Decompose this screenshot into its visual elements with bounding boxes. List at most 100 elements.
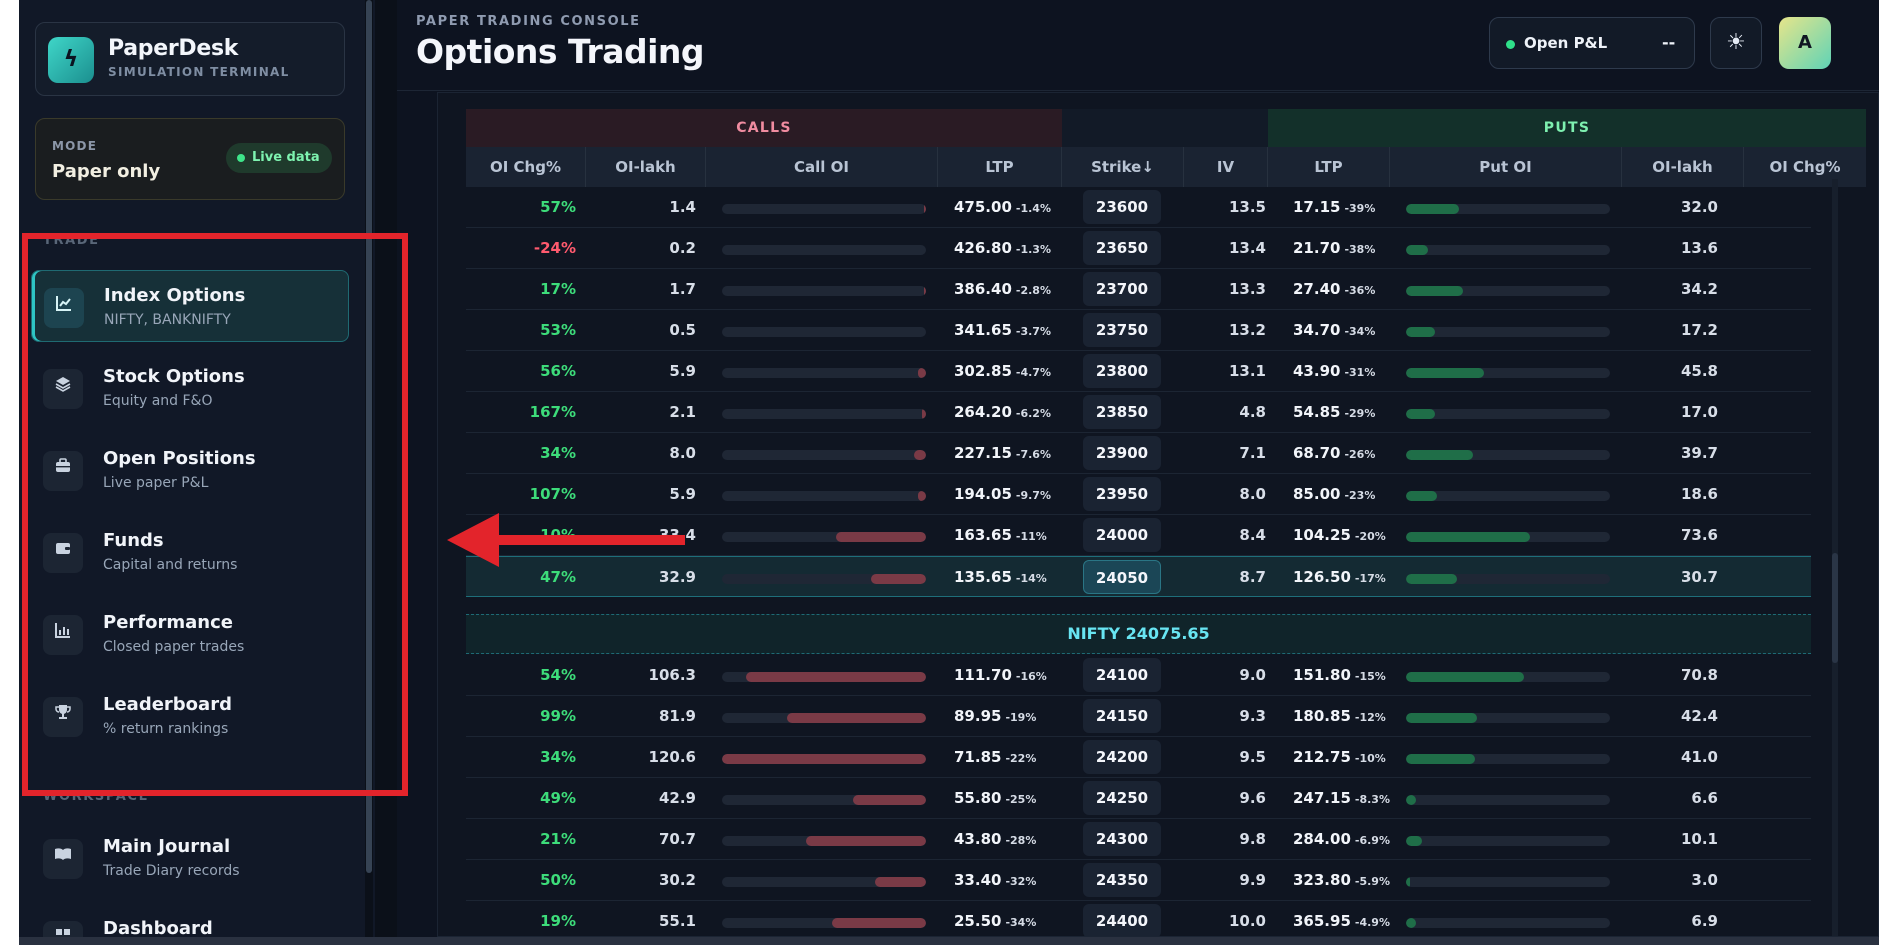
call-ltp[interactable]: 475.00 -1.4% [954,187,1064,229]
theme-toggle-button[interactable]: ☀ [1710,17,1762,69]
table-row[interactable]: 107% 5.9 194.05 -9.7% 23950 8.0 85.00 -23%… [466,474,1811,515]
strike-price[interactable]: 24200 [1083,740,1161,774]
chain-scrollbar-thumb[interactable] [1832,553,1838,663]
sidebar-scrollbar-thumb[interactable] [366,0,372,873]
sidebar-item-index-options[interactable]: Index Options NIFTY, BANKNIFTY [31,270,349,342]
call-oi-lakh: 81.9 [658,707,696,725]
strike-price[interactable]: 24000 [1083,518,1161,552]
table-row[interactable]: -24% 0.2 426.80 -1.3% 23650 13.4 21.70 -38… [466,228,1811,269]
sidebar-item-open-positions[interactable]: Open Positions Live paper P&L [31,434,349,506]
layers-icon [43,369,83,409]
strike-price[interactable]: 24300 [1083,822,1161,856]
table-row[interactable]: 56% 5.9 302.85 -4.7% 23800 13.1 43.90 -31%… [466,351,1811,392]
strike-price[interactable]: 24150 [1083,699,1161,733]
table-row[interactable]: 50% 30.2 33.40 -32% 24350 9.9 323.80 -5.9%… [466,860,1811,901]
put-oi-bar [1406,368,1610,378]
strike-price[interactable]: 23600 [1083,190,1161,224]
sidebar-item-leaderboard[interactable]: Leaderboard % return rankings [31,680,349,752]
strike-price[interactable]: 24100 [1083,658,1161,692]
col-header-put-oi[interactable]: Put OI [1390,147,1622,187]
call-ltp[interactable]: 426.80 -1.3% [954,228,1064,270]
put-ltp[interactable]: 43.90 -31% [1293,351,1403,393]
col-header-put-oi-chg[interactable]: OI Chg% [1744,147,1866,187]
sidebar-item-stock-options[interactable]: Stock Options Equity and F&O [31,352,349,424]
put-ltp[interactable]: 85.00 -23% [1293,474,1403,516]
call-ltp[interactable]: 227.15 -7.6% [954,433,1064,475]
brand-card[interactable]: ϟ PaperDesk SIMULATION TERMINAL [35,22,345,96]
table-row[interactable]: 53% 0.5 341.65 -3.7% 23750 13.2 34.70 -34%… [466,310,1811,351]
put-ltp[interactable]: 21.70 -38% [1293,228,1403,270]
put-ltp[interactable]: 34.70 -34% [1293,310,1403,352]
strike-price[interactable]: 24250 [1083,781,1161,815]
call-ltp[interactable]: 89.95 -19% [954,696,1064,738]
table-row[interactable]: 19% 55.1 25.50 -34% 24400 10.0 365.95 -4.9… [466,901,1811,936]
sidebar-item-main-journal[interactable]: Main Journal Trade Diary records [31,822,349,894]
call-ltp[interactable]: 55.80 -25% [954,778,1064,820]
put-ltp[interactable]: 284.00 -6.9% [1293,819,1403,861]
table-row[interactable]: 99% 81.9 89.95 -19% 24150 9.3 180.85 -12% … [466,696,1811,737]
table-row[interactable]: 54% 106.3 111.70 -16% 24100 9.0 151.80 -15… [466,655,1811,696]
table-row[interactable]: 17% 1.7 386.40 -2.8% 23700 13.3 27.40 -36%… [466,269,1811,310]
call-ltp[interactable]: 33.40 -32% [954,860,1064,902]
put-ltp[interactable]: 27.40 -36% [1293,269,1403,311]
table-row[interactable]: 57% 1.4 475.00 -1.4% 23600 13.5 17.15 -39%… [466,187,1811,228]
call-ltp[interactable]: 135.65 -14% [954,557,1064,599]
strike-price[interactable]: 23850 [1083,395,1161,429]
col-header-call-ltp[interactable]: LTP [938,147,1062,187]
strike-price[interactable]: 23650 [1083,231,1161,265]
col-header-strike[interactable]: Strike↓ [1062,147,1184,187]
call-ltp-change: -28% [1005,834,1037,847]
strike-price[interactable]: 23800 [1083,354,1161,388]
put-ltp[interactable]: 104.25 -20% [1293,515,1403,557]
put-ltp[interactable]: 365.95 -4.9% [1293,901,1403,936]
strike-price[interactable]: 23900 [1083,436,1161,470]
put-ltp[interactable]: 68.70 -26% [1293,433,1403,475]
strike-price[interactable]: 23750 [1083,313,1161,347]
table-row[interactable]: 34% 8.0 227.15 -7.6% 23900 7.1 68.70 -26% … [466,433,1811,474]
table-row[interactable]: 49% 42.9 55.80 -25% 24250 9.6 247.15 -8.3%… [466,778,1811,819]
strike-price[interactable]: 24400 [1083,904,1161,936]
table-row[interactable]: 21% 70.7 43.80 -28% 24300 9.8 284.00 -6.9%… [466,819,1811,860]
call-ltp-change: -34% [1005,916,1037,929]
table-row[interactable]: 10% 33.4 163.65-11% 24000 8.4 104.25-20%… [466,515,1811,556]
put-ltp[interactable]: 180.85 -12% [1293,696,1403,738]
strike-price[interactable]: 24050 [1083,560,1161,594]
put-oi-bar-fill [1406,836,1423,846]
col-header-put-ltp[interactable]: LTP [1268,147,1390,187]
put-ltp[interactable]: 323.80 -5.9% [1293,860,1403,902]
call-ltp[interactable]: 194.05 -9.7% [954,474,1064,516]
call-ltp[interactable]: 71.85 -22% [954,737,1064,779]
call-ltp[interactable]: 341.65 -3.7% [954,310,1064,352]
col-header-oi-lakh[interactable]: OI-lakh [586,147,706,187]
put-ltp[interactable]: 151.80 -15% [1293,655,1403,697]
put-oi-lakh: 17.2 [1680,321,1718,339]
table-row[interactable]: 34% 120.6 71.85 -22% 24200 9.5 212.75 -10%… [466,737,1811,778]
put-ltp-change: -26% [1344,448,1376,461]
put-ltp[interactable]: 247.15 -8.3% [1293,778,1403,820]
call-ltp[interactable]: 43.80 -28% [954,819,1064,861]
put-ltp[interactable]: 54.85 -29% [1293,392,1403,434]
call-ltp[interactable]: 163.65 -11% [954,515,1064,557]
put-ltp[interactable]: 17.15 -39% [1293,187,1403,229]
table-row[interactable]: 167% 2.1 264.20 -6.2% 23850 4.8 54.85 -29%… [466,392,1811,433]
call-ltp[interactable]: 386.40 -2.8% [954,269,1064,311]
open-pnl-widget[interactable]: Open P&L -- [1489,17,1695,69]
col-header-oi-chg[interactable]: OI Chg% [466,147,586,187]
put-ltp[interactable]: 126.50 -17% [1293,557,1403,599]
strike-price[interactable]: 24350 [1083,863,1161,897]
col-header-put-oi-lakh[interactable]: OI-lakh [1622,147,1744,187]
strike-price[interactable]: 23950 [1083,477,1161,511]
put-ltp[interactable]: 212.75 -10% [1293,737,1403,779]
call-ltp[interactable]: 264.20 -6.2% [954,392,1064,434]
call-ltp[interactable]: 302.85 -4.7% [954,351,1064,393]
avatar[interactable]: A [1779,17,1831,69]
sidebar-item-dashboard[interactable]: Dashboard [31,904,349,937]
sidebar-item-funds[interactable]: Funds Capital and returns [31,516,349,588]
strike-price[interactable]: 23700 [1083,272,1161,306]
call-ltp[interactable]: 25.50 -34% [954,901,1064,936]
sidebar-item-performance[interactable]: Performance Closed paper trades [31,598,349,670]
table-row[interactable]: 47% 32.9 135.65 -14% 24050 8.7 126.50 -17%… [466,556,1811,597]
col-header-iv[interactable]: IV [1184,147,1268,187]
col-header-call-oi[interactable]: Call OI [706,147,938,187]
call-ltp[interactable]: 111.70 -16% [954,655,1064,697]
